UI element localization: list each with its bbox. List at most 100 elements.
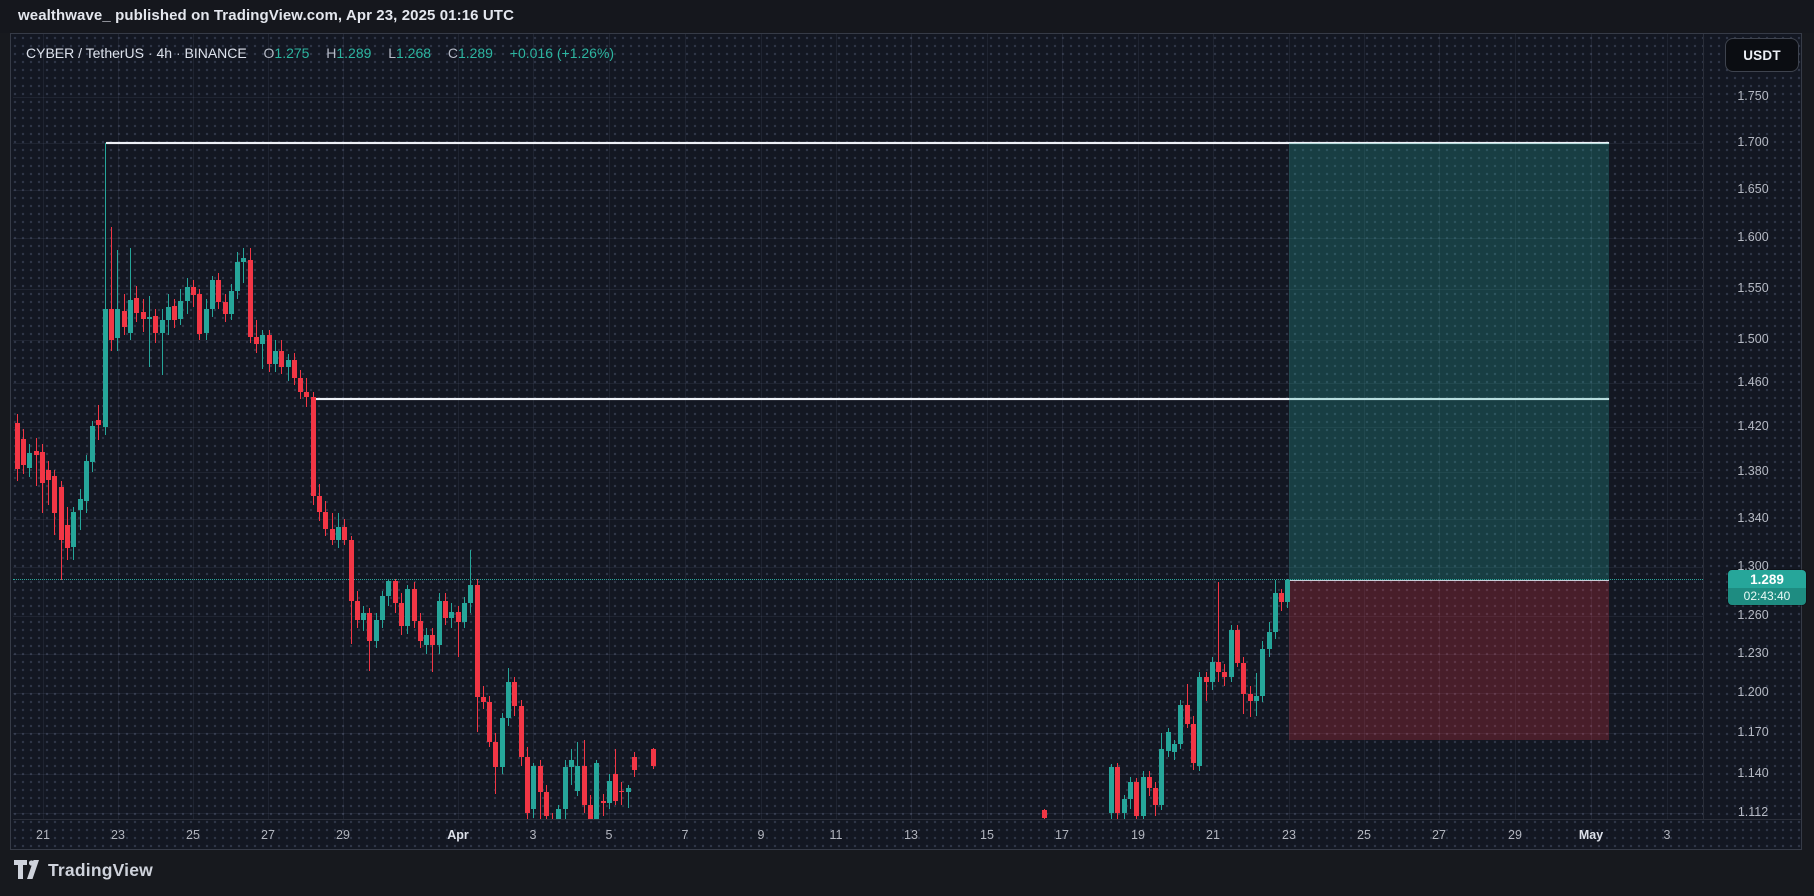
price-axis-label: 1.500	[1737, 332, 1769, 347]
candle	[1222, 672, 1227, 678]
candle	[374, 619, 379, 642]
time-axis-label: 25	[186, 828, 200, 842]
candle-wick	[149, 295, 150, 367]
tradingview-brand[interactable]: TradingView	[14, 860, 153, 881]
grid-vline	[1439, 34, 1440, 819]
time-axis-label: 19	[1131, 828, 1145, 842]
price-axis-label: 1.230	[1737, 645, 1769, 660]
price-axis[interactable]: 1.289 02:43:40 1.750 1.700 1.650 1.600 1.550…	[1703, 34, 1806, 819]
candle	[96, 420, 101, 425]
price-axis-label: 1.700	[1737, 134, 1769, 149]
candle	[71, 511, 76, 548]
last-price: 1.289	[1728, 569, 1806, 588]
candle	[59, 487, 64, 540]
snapshot-footer: TradingView	[0, 851, 1814, 896]
candle	[52, 475, 57, 513]
candle	[1260, 648, 1265, 696]
candle	[115, 309, 120, 339]
candle	[519, 706, 524, 758]
candle-wick	[243, 248, 244, 283]
candle	[1267, 632, 1272, 649]
candle	[619, 790, 624, 793]
candle	[27, 452, 32, 468]
time-axis-label: 17	[1055, 828, 1069, 842]
time-axis-label: 11	[829, 828, 843, 842]
grid-hline	[13, 774, 1703, 775]
candle	[1178, 704, 1183, 744]
position-profit-zone[interactable]	[1289, 142, 1609, 580]
candle	[1191, 723, 1196, 763]
candle-wick	[332, 512, 333, 545]
candle	[34, 450, 39, 456]
candle	[122, 311, 127, 327]
time-axis-label: May	[1578, 828, 1604, 842]
grid-vline	[1591, 34, 1592, 819]
bar-countdown: 02:43:40	[1728, 587, 1806, 605]
candle	[1254, 695, 1259, 701]
candle	[1166, 731, 1171, 751]
price-axis-label: 1.550	[1737, 280, 1769, 295]
candle	[90, 425, 95, 462]
candle	[147, 317, 152, 320]
candle-wick	[458, 605, 459, 657]
candle	[185, 286, 190, 301]
candle	[235, 262, 240, 291]
horizontal-level-line[interactable]	[313, 397, 1609, 400]
candle	[1273, 593, 1278, 633]
candle	[298, 377, 303, 392]
grid-vline	[533, 34, 534, 819]
time-axis-label: 25	[1357, 828, 1371, 842]
candle	[191, 286, 196, 295]
candle	[342, 526, 347, 540]
position-entry-line[interactable]	[1289, 579, 1609, 581]
candle	[512, 682, 517, 707]
candle	[468, 584, 473, 604]
candle	[575, 765, 580, 791]
candle	[456, 612, 461, 623]
quote-currency-button[interactable]: USDT	[1725, 38, 1799, 72]
candle	[286, 359, 291, 367]
grid-hline	[13, 190, 1703, 191]
candle	[267, 335, 272, 364]
candle	[84, 460, 89, 502]
price-axis-label: 1.420	[1737, 419, 1769, 434]
candle-wick	[621, 782, 622, 805]
candle	[323, 511, 328, 530]
time-axis-label: Apr	[447, 828, 469, 842]
snapshot-header: wealthwave_ published on TradingView.com…	[0, 0, 1814, 33]
candle-wick	[256, 319, 257, 354]
time-axis-label: 9	[757, 828, 765, 842]
candle	[229, 290, 234, 315]
candle-wick	[552, 813, 553, 819]
grid-hline	[13, 693, 1703, 694]
symbol-legend: CYBER / TetherUS · 4h · BINANCE O1.275 H…	[26, 45, 615, 61]
time-axis-label: 3	[529, 828, 537, 842]
time-axis-label: 23	[1282, 828, 1296, 842]
candle	[21, 439, 26, 466]
candlestick-plot[interactable]	[13, 34, 1703, 819]
candle-wick	[111, 226, 112, 351]
candle-wick	[603, 793, 604, 817]
time-axis-label: 21	[36, 828, 50, 842]
candle	[279, 350, 284, 367]
horizontal-level-line[interactable]	[106, 141, 1609, 144]
grid-vline	[987, 34, 988, 819]
interval-label[interactable]: 4h	[156, 45, 173, 61]
price-axis-label: 1.380	[1737, 464, 1769, 479]
candle	[254, 337, 259, 344]
candle-wick	[1250, 686, 1251, 717]
grid-vline	[761, 34, 762, 819]
symbol-name[interactable]: CYBER / TetherUS	[26, 45, 145, 61]
time-axis-label: 27	[261, 828, 275, 842]
candle	[601, 800, 606, 804]
grid-vline	[836, 34, 837, 819]
position-stop-zone[interactable]	[1289, 579, 1609, 740]
time-axis[interactable]: 21 23 25 27 29 Apr 3 5 7 9 11 13 15 17 19 21 23 25 27 29 May…	[13, 819, 1801, 850]
candle	[1248, 694, 1253, 701]
candle	[493, 742, 498, 768]
low-label: L	[388, 45, 396, 61]
last-price-badge[interactable]: 1.289 02:43:40	[1728, 569, 1806, 605]
candle	[613, 774, 618, 801]
candle	[651, 749, 656, 766]
candle-wick	[262, 329, 263, 370]
